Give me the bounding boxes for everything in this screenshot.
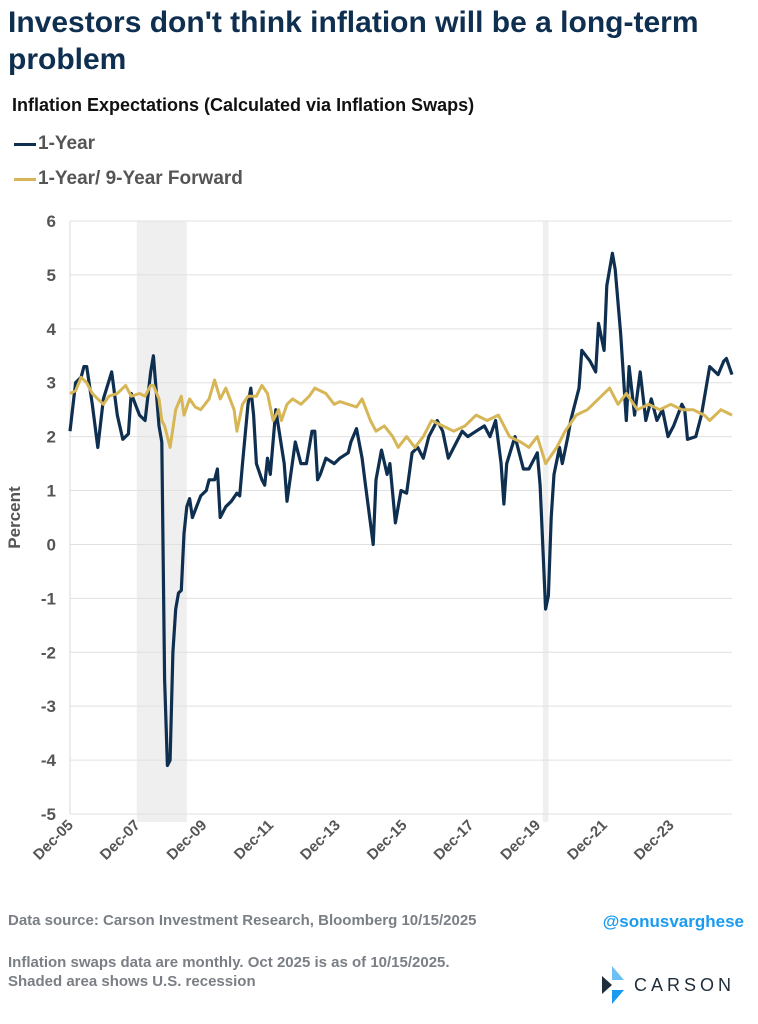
legend-swatch-forward [14, 177, 36, 181]
x-tick-label: Dec-19 [497, 817, 544, 864]
y-axis-label: Percent [5, 486, 24, 549]
x-tick-label: Dec-07 [97, 817, 144, 864]
carson-logo: CARSON [602, 966, 735, 1004]
page-title: Investors don't think inflation will be … [8, 6, 699, 76]
y-tick-label: -1 [41, 589, 56, 608]
chart-title: Inflation Expectations (Calculated via I… [12, 95, 475, 115]
legend-swatch-1-year [14, 142, 36, 146]
x-tick-label: Dec-15 [364, 817, 411, 864]
y-tick-label: 5 [47, 266, 56, 285]
y-tick-label: 2 [47, 428, 56, 447]
x-tick-label: Dec-23 [631, 817, 678, 864]
y-tick-label: -5 [41, 805, 56, 824]
y-tick-label: 0 [47, 535, 56, 554]
legend-item-1-year: 1-Year [14, 133, 95, 155]
y-tick-label: 3 [47, 374, 56, 393]
y-tick-label: 4 [47, 320, 57, 339]
legend-label: 1-Year/ 9-Year Forward [38, 168, 243, 189]
y-tick-label: -3 [41, 697, 56, 716]
series-line-1-year [68, 251, 734, 768]
x-tick-label: Dec-09 [164, 817, 211, 864]
legend-item-1y9y-forward: 1-Year/ 9-Year Forward [14, 168, 243, 190]
recession-shading [542, 221, 549, 822]
legend-label: 1-Year [38, 133, 96, 154]
x-tick-label: Dec-17 [431, 817, 478, 864]
carson-logo-icon [602, 966, 624, 1004]
y-tick-label: 1 [47, 482, 56, 501]
x-tick-label: Dec-21 [564, 817, 611, 864]
y-tick-label: 6 [47, 212, 56, 231]
x-tick-label: Dec-11 [231, 817, 277, 863]
series-line-1y9y-forward [69, 375, 733, 466]
footnote-monthly: Inflation swaps data are monthly. Oct 20… [8, 954, 450, 971]
footnote-recession: Shaded area shows U.S. recession [8, 973, 256, 990]
carson-logo-text: CARSON [634, 974, 736, 995]
y-tick-label: -4 [41, 751, 57, 770]
x-tick-label: Dec-13 [297, 817, 344, 864]
data-source: Data source: Carson Investment Research,… [8, 912, 477, 929]
y-tick-label: -2 [41, 643, 56, 662]
twitter-handle[interactable]: @sonusvarghese [602, 912, 744, 931]
